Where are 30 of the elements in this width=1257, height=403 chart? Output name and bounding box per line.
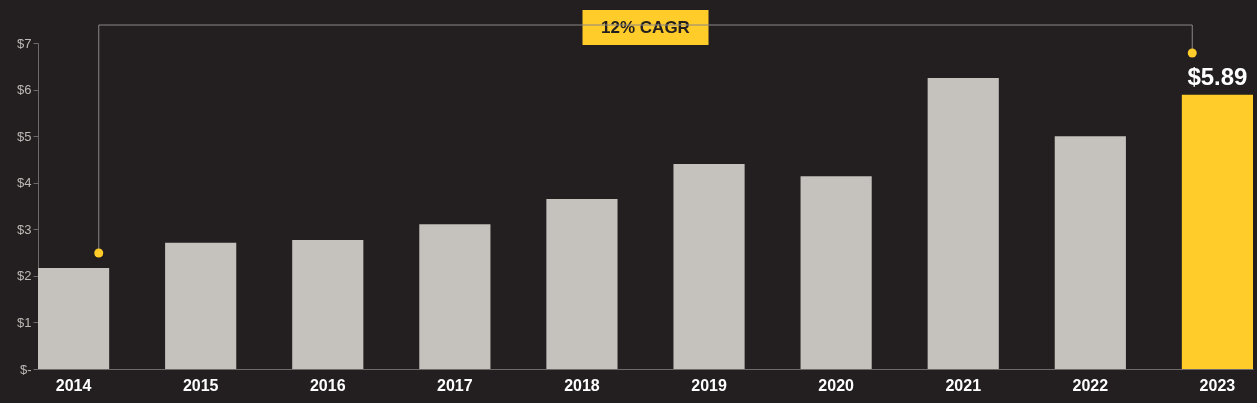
x-tick-label: 2020 (818, 376, 855, 394)
bar (165, 242, 237, 369)
x-tick-label: 2023 (1199, 376, 1236, 394)
y-tick-label: $5 (17, 128, 32, 144)
y-tick-label: $- (19, 361, 32, 377)
y-tick-label: $1 (17, 314, 32, 330)
y-tick-label: $2 (17, 268, 32, 284)
x-tick-label: 2018 (564, 376, 600, 394)
y-tick-label: $6 (17, 82, 32, 98)
x-tick-label: 2021 (945, 376, 982, 394)
x-tick-label: 2014 (55, 376, 92, 394)
x-tick-label: 2016 (309, 376, 346, 394)
x-tick-label: 2017 (437, 376, 473, 394)
y-tick-label: $7 (17, 35, 32, 51)
bar (38, 267, 110, 369)
x-tick-label: 2019 (691, 376, 727, 394)
text: 12% CAGR (601, 18, 690, 37)
bar (927, 77, 999, 369)
bar (673, 164, 745, 369)
bar (546, 199, 618, 369)
bar (1054, 136, 1126, 369)
bar (292, 240, 364, 369)
bar (419, 224, 491, 369)
bar (1181, 94, 1253, 369)
bar (800, 176, 872, 369)
y-tick-label: $4 (17, 175, 32, 191)
y-tick-label: $3 (17, 221, 32, 237)
x-tick-label: 2022 (1072, 376, 1109, 394)
x-tick-label: 2015 (182, 376, 219, 394)
data-label: $5.89 (1187, 62, 1248, 90)
